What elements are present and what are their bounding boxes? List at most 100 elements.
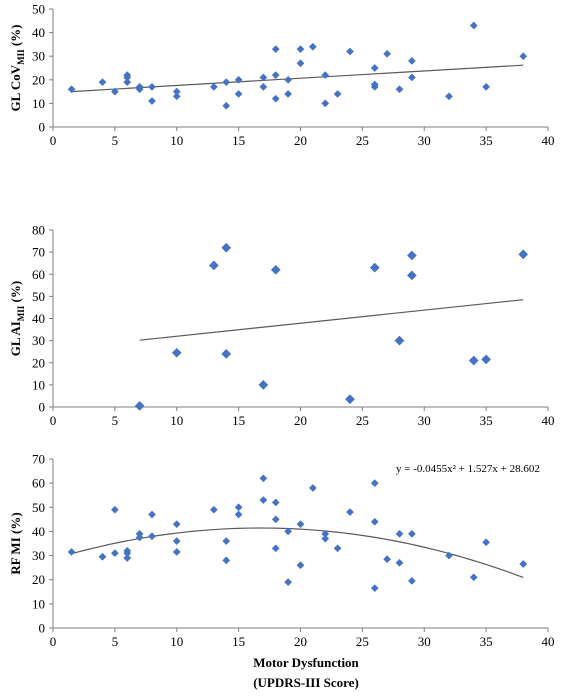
- y-axis-label: GL AIMII (%): [8, 281, 26, 356]
- x-tick-label: 15: [232, 634, 245, 649]
- y-tick-label: 30: [32, 333, 45, 348]
- data-point: [271, 71, 280, 80]
- data-point: [284, 75, 293, 84]
- x-tick-label: 10: [170, 133, 183, 148]
- data-point: [67, 547, 76, 556]
- data-point: [148, 532, 156, 541]
- y-axis-label-unit: (%): [8, 24, 23, 49]
- data-point: [284, 90, 293, 98]
- data-point: [222, 537, 231, 546]
- data-point: [271, 94, 280, 103]
- data-point: [406, 250, 417, 261]
- x-tick-label: 40: [542, 413, 555, 428]
- x-tick-label: 20: [294, 133, 307, 148]
- data-point: [98, 78, 107, 87]
- data-point: [67, 85, 76, 94]
- x-tick-label: 25: [356, 133, 369, 148]
- data-point: [345, 394, 355, 405]
- data-point: [234, 503, 243, 512]
- y-tick-label: 20: [32, 572, 45, 587]
- data-point: [110, 549, 119, 558]
- x-tick-label: 25: [356, 634, 369, 649]
- x-tick-label: 40: [542, 634, 555, 649]
- data-point: [208, 260, 219, 271]
- y-tick-label: 0: [39, 400, 46, 415]
- data-point: [222, 101, 231, 110]
- regression-equation: y = -0.0455x² + 1.527x + 28.602: [396, 463, 540, 475]
- x-tick-label: 30: [418, 413, 431, 428]
- data-point: [123, 554, 132, 562]
- data-point: [172, 537, 181, 546]
- x-tick-label: 35: [480, 133, 493, 148]
- data-point: [110, 505, 119, 514]
- data-point: [259, 82, 268, 91]
- data-point: [271, 544, 280, 553]
- x-axis-label-line1: Motor Dysfunction: [253, 655, 359, 670]
- y-axis-label-subscript: MII: [16, 305, 26, 321]
- data-point: [518, 249, 529, 260]
- data-point: [172, 547, 181, 556]
- x-axis-label-line2: (UPDRS-III Score): [253, 675, 359, 690]
- data-point: [234, 90, 243, 98]
- data-point: [148, 97, 156, 105]
- data-point: [407, 576, 416, 585]
- x-tick-label: 5: [112, 634, 119, 649]
- data-point: [445, 551, 453, 560]
- y-tick-label: 50: [32, 2, 45, 17]
- data-point: [171, 347, 182, 358]
- x-tick-label: 10: [170, 634, 183, 649]
- data-point: [321, 71, 330, 80]
- data-point: [221, 348, 232, 359]
- data-point: [308, 42, 317, 51]
- data-point: [135, 82, 144, 91]
- data-point: [469, 573, 478, 582]
- data-point: [259, 496, 268, 504]
- y-axis-label-unit: (%): [8, 512, 23, 537]
- data-point: [370, 64, 379, 72]
- data-point: [148, 82, 156, 91]
- data-point: [209, 82, 218, 91]
- data-point: [222, 556, 231, 565]
- y-tick-label: 30: [32, 548, 45, 563]
- data-point: [321, 534, 330, 543]
- data-point: [296, 520, 305, 529]
- data-point: [407, 56, 416, 65]
- y-axis-label: GL CoVMII (%): [8, 24, 26, 111]
- data-point: [370, 479, 379, 488]
- data-point: [271, 498, 280, 507]
- data-point: [98, 552, 107, 561]
- data-point: [110, 87, 119, 96]
- data-point: [271, 515, 280, 524]
- data-point: [395, 558, 404, 567]
- data-point: [148, 510, 156, 519]
- data-point: [258, 379, 269, 390]
- data-point: [395, 529, 404, 538]
- data-point: [481, 354, 492, 365]
- x-tick-label: 15: [232, 133, 245, 148]
- data-point: [333, 90, 342, 98]
- data-point: [370, 517, 379, 526]
- y-tick-label: 10: [32, 377, 45, 392]
- data-point: [221, 242, 232, 253]
- y-tick-label: 0: [39, 120, 46, 135]
- x-tick-label: 40: [542, 133, 555, 148]
- y-axis-label-main: RF MI: [8, 537, 23, 574]
- data-point: [308, 484, 317, 492]
- data-point: [394, 335, 405, 346]
- data-point: [134, 400, 145, 411]
- y-axis-label-unit: (%): [8, 281, 23, 306]
- x-tick-label: 10: [170, 413, 183, 428]
- y-tick-label: 40: [32, 25, 45, 40]
- x-tick-label: 30: [418, 634, 431, 649]
- data-point: [383, 555, 392, 564]
- y-axis-label: RF MI (%): [8, 512, 23, 574]
- x-tick-label: 15: [232, 413, 245, 428]
- data-point: [407, 529, 416, 538]
- data-point: [407, 73, 416, 82]
- x-tick-label: 35: [480, 413, 493, 428]
- x-tick-label: 0: [50, 133, 57, 148]
- data-point: [519, 52, 528, 61]
- data-point: [296, 59, 305, 68]
- y-tick-label: 40: [32, 311, 45, 326]
- data-point: [469, 21, 478, 30]
